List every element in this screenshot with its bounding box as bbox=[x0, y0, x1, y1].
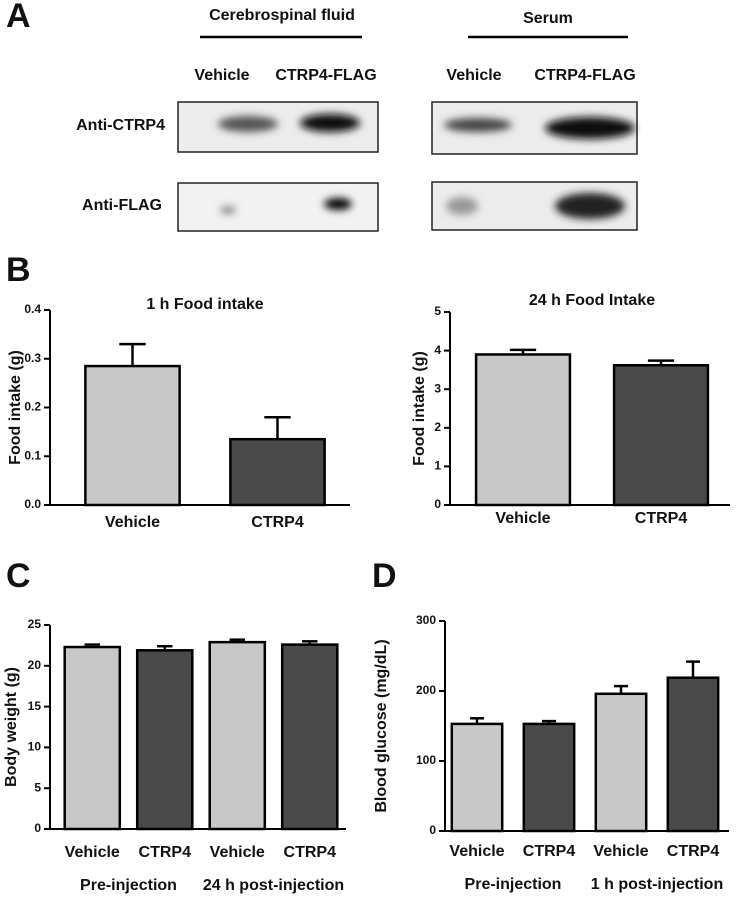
bar bbox=[666, 676, 720, 833]
y-tick-label: 2 bbox=[434, 420, 441, 434]
chart-title: 24 h Food Intake bbox=[529, 292, 655, 309]
panel-letter: B bbox=[6, 251, 31, 289]
y-tick-label: 20 bbox=[28, 658, 42, 672]
x-tick-label: Vehicle bbox=[593, 843, 648, 860]
y-tick-label: 0.3 bbox=[24, 351, 41, 365]
y-tick-label: 100 bbox=[416, 753, 436, 767]
bar bbox=[612, 364, 710, 507]
y-tick-label: 15 bbox=[28, 699, 42, 713]
y-tick-label: 10 bbox=[28, 740, 42, 754]
x-tick-label: CTRP4 bbox=[284, 844, 337, 861]
bar bbox=[63, 645, 122, 831]
x-tick-label: Vehicle bbox=[210, 844, 265, 861]
y-tick-label: 25 bbox=[28, 617, 42, 631]
y-tick-label: 3 bbox=[434, 381, 441, 395]
bar bbox=[450, 722, 504, 833]
blot-group: Cerebrospinal fluid bbox=[209, 7, 355, 24]
y-axis-label: Blood glucose (mg/dL) bbox=[373, 639, 390, 812]
y-tick-label: 0 bbox=[429, 823, 436, 837]
blot-group: Serum bbox=[523, 10, 573, 27]
y-tick-label: 0 bbox=[34, 821, 41, 835]
group-label: 1 h post-injection bbox=[591, 876, 723, 893]
group-label: Pre-injection bbox=[80, 877, 177, 894]
bar bbox=[208, 640, 267, 831]
row-label: Anti-FLAG bbox=[82, 197, 162, 214]
bar bbox=[280, 643, 339, 831]
panel-letter: C bbox=[6, 557, 31, 595]
group-label: 24 h post-injection bbox=[203, 877, 344, 894]
y-tick-label: 5 bbox=[434, 304, 441, 318]
bar bbox=[522, 722, 576, 833]
y-tick-label: 200 bbox=[416, 683, 436, 697]
y-tick-label: 1 bbox=[434, 459, 441, 473]
chart-title: 1 h Food intake bbox=[146, 296, 263, 313]
lane-label: Vehicle bbox=[194, 67, 249, 84]
x-tick-label: CTRP4 bbox=[251, 514, 304, 531]
bar bbox=[229, 437, 326, 507]
x-tick-label: Vehicle bbox=[495, 510, 550, 527]
blot-image bbox=[177, 101, 638, 232]
x-tick-label: CTRP4 bbox=[139, 844, 192, 861]
y-axis-label: Body weight (g) bbox=[3, 667, 20, 787]
bar bbox=[594, 692, 648, 833]
bar bbox=[135, 649, 194, 831]
y-tick-label: 0.0 bbox=[24, 497, 41, 511]
bar bbox=[474, 353, 572, 507]
group-label: Pre-injection bbox=[465, 876, 562, 893]
x-tick-label: CTRP4 bbox=[667, 843, 720, 860]
lane-label: CTRP4-FLAG bbox=[534, 67, 635, 84]
y-axis-label: Food intake (g) bbox=[411, 351, 428, 466]
lane-label: CTRP4-FLAG bbox=[275, 67, 376, 84]
x-tick-label: CTRP4 bbox=[523, 843, 576, 860]
y-tick-label: 0.1 bbox=[24, 448, 41, 462]
panel-letter: D bbox=[372, 557, 397, 595]
y-tick-label: 4 bbox=[434, 343, 441, 357]
y-tick-label: 0 bbox=[434, 497, 441, 511]
y-tick-label: 0.4 bbox=[24, 302, 41, 316]
y-axis-label: Food intake (g) bbox=[7, 350, 24, 465]
x-tick-label: CTRP4 bbox=[635, 510, 688, 527]
y-tick-label: 0.2 bbox=[24, 400, 41, 414]
lane-label: Vehicle bbox=[446, 67, 501, 84]
x-tick-label: Vehicle bbox=[65, 844, 120, 861]
row-label: Anti-CTRP4 bbox=[76, 117, 165, 134]
y-tick-label: 5 bbox=[34, 780, 41, 794]
bar bbox=[84, 364, 181, 507]
x-tick-label: Vehicle bbox=[449, 843, 504, 860]
y-tick-label: 300 bbox=[416, 613, 436, 627]
x-tick-label: Vehicle bbox=[105, 514, 160, 531]
panel-letter: A bbox=[6, 0, 31, 35]
